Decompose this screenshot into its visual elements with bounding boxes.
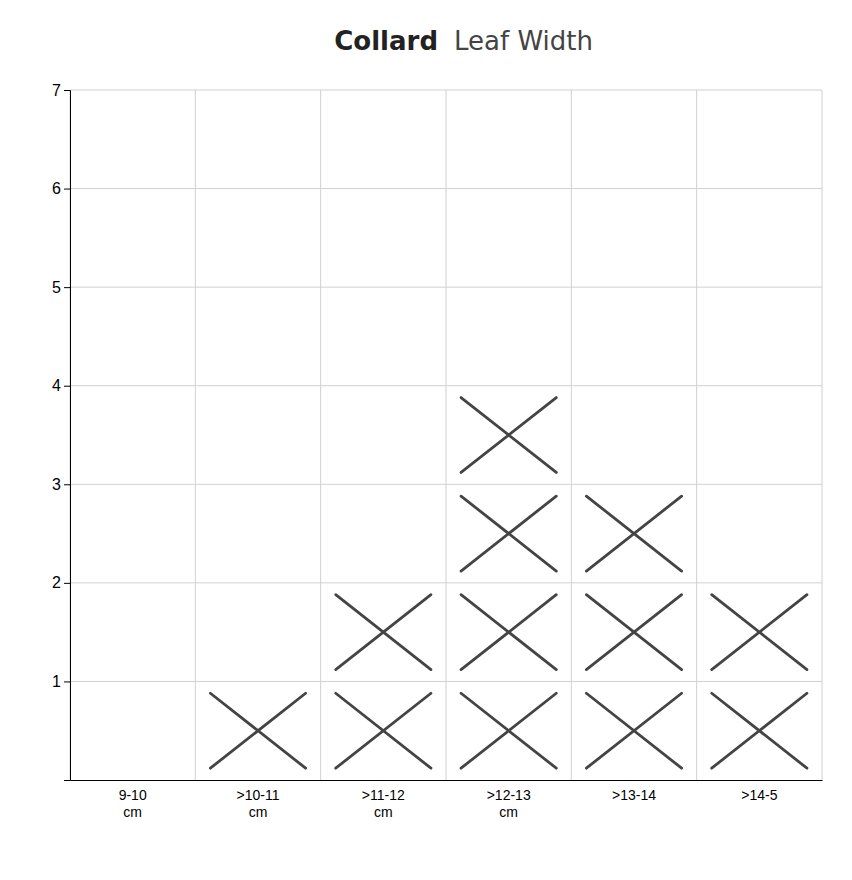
- x-tick: 9-10cm: [119, 787, 147, 821]
- y-axis: 1 2 3 4 5 6 7: [52, 82, 70, 781]
- cell-border: [822, 90, 823, 780]
- y-tick: 5: [52, 279, 70, 296]
- cell-border: [195, 90, 196, 780]
- x-tick-label: >11-12cm: [362, 787, 405, 821]
- tally-mark: [461, 595, 556, 670]
- y-tick-mark: [64, 189, 70, 190]
- tally-mark: [336, 693, 431, 768]
- y-tick: 6: [52, 180, 70, 197]
- y-tick: 4: [52, 377, 70, 394]
- y-tick: 3: [52, 476, 70, 493]
- cell-border: [446, 90, 447, 780]
- tally-mark: [336, 595, 431, 670]
- y-tick-label: 6: [52, 180, 61, 197]
- tally-mark: [586, 496, 681, 571]
- tally-mark: [586, 595, 681, 670]
- x-tick-label: >12-13cm: [487, 787, 531, 821]
- chart: 1 2 3 4 5 6 7 9-10cm >10-11cm >11-12cm >12-13cm >13…: [0, 0, 852, 880]
- y-tick-label: 5: [52, 279, 61, 296]
- tally-mark: [586, 693, 681, 768]
- y-tick-label: 4: [52, 377, 61, 394]
- y-tick-mark: [64, 484, 70, 485]
- y-tick-mark: [64, 386, 70, 387]
- y-tick-mark: [64, 681, 70, 682]
- subtitle: Leaf Width: [454, 26, 593, 56]
- x-tick: >14-5: [741, 787, 777, 803]
- y-tick-label: 3: [52, 476, 61, 493]
- y-tick: 2: [52, 574, 70, 591]
- tally-mark: [712, 693, 807, 768]
- cell-border: [571, 90, 572, 780]
- cell-border: [696, 90, 697, 780]
- x-tick-label: >13-14: [612, 787, 656, 803]
- y-axis-line: [64, 91, 71, 781]
- tally-mark: [210, 693, 305, 768]
- x-axis: 9-10cm >10-11cm >11-12cm >12-13cm >13-14 >14-…: [71, 781, 823, 821]
- x-tick: >11-12cm: [362, 787, 405, 821]
- x-axis-line: [71, 780, 823, 781]
- titles: Collard Leaf Width: [334, 26, 593, 56]
- y-tick-mark: [64, 90, 70, 91]
- marks: [210, 398, 807, 769]
- x-tick-label: >14-5: [741, 787, 777, 803]
- x-tick: >10-11cm: [237, 787, 280, 821]
- tally-mark: [461, 496, 556, 571]
- y-tick-mark: [64, 287, 70, 288]
- tally-mark: [712, 595, 807, 670]
- y-tick: 7: [52, 82, 70, 99]
- tally-mark: [461, 398, 556, 473]
- x-tick-label: >10-11cm: [237, 787, 280, 821]
- cell-border: [320, 90, 321, 780]
- x-tick-label: 9-10cm: [119, 787, 147, 821]
- y-tick-label: 7: [52, 82, 61, 99]
- plot: 1 2 3 4 5 6 7 9-10cm >10-11cm >11-12cm >12-13cm >13…: [52, 82, 822, 821]
- title: Collard: [334, 26, 438, 56]
- y-tick-mark: [64, 583, 70, 584]
- y-tick-label: 2: [52, 574, 61, 591]
- y-tick-label: 1: [52, 673, 61, 690]
- grid: [70, 90, 822, 780]
- x-tick: >12-13cm: [487, 787, 531, 821]
- y-tick: 1: [52, 673, 70, 690]
- x-tick: >13-14: [612, 787, 656, 803]
- tally-mark: [461, 693, 556, 768]
